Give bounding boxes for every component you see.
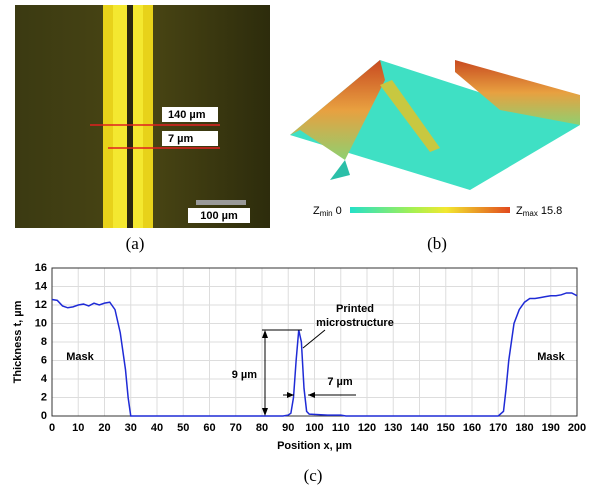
y-tick-label: 8 xyxy=(41,336,47,348)
gap xyxy=(127,5,133,228)
x-tick-label: 190 xyxy=(542,422,560,434)
x-tick-label: 30 xyxy=(125,422,137,434)
x-tick-label: 40 xyxy=(151,422,163,434)
x-tick-label: 110 xyxy=(332,422,350,434)
x-tick-label: 150 xyxy=(437,422,455,434)
panel-label: (b) xyxy=(427,234,447,253)
x-tick-label: 100 xyxy=(305,422,323,434)
scale-label: 100 µm xyxy=(200,210,238,222)
sub: min xyxy=(320,209,333,218)
x-tick-label: 10 xyxy=(72,422,84,434)
x-tick-label: 60 xyxy=(203,422,215,434)
x-tick-label: 160 xyxy=(463,422,481,434)
colorbar xyxy=(350,207,510,213)
y-tick-label: 14 xyxy=(35,280,48,292)
page: 140 µm 7 µm 100 µm (a) Zmin0 Zmax15.8 (b… xyxy=(0,0,593,491)
sub: max xyxy=(523,209,538,218)
annotation: Mask xyxy=(537,351,565,363)
x-tick-label: 170 xyxy=(489,422,507,434)
x-tick-label: 90 xyxy=(282,422,294,434)
y-tick-label: 16 xyxy=(35,262,47,274)
y-tick-label: 2 xyxy=(41,391,47,403)
edge xyxy=(330,160,350,180)
y-tick-label: 0 xyxy=(41,410,47,422)
panel-a: 140 µm 7 µm 100 µm (a) xyxy=(15,5,270,253)
panel-label: (a) xyxy=(126,234,145,253)
y-tick-label: 6 xyxy=(41,354,47,366)
x-tick-label: 200 xyxy=(568,422,586,434)
x-tick-label: 20 xyxy=(98,422,110,434)
measure: 140 µm xyxy=(168,109,206,121)
measure: 7 µm xyxy=(168,133,194,145)
annotation: 7 µm xyxy=(327,376,353,388)
zmin-value: 0 xyxy=(336,205,342,217)
panel-label: (c) xyxy=(304,466,323,485)
x-tick-label: 80 xyxy=(256,422,268,434)
y-axis-label: Thickness t, µm xyxy=(12,300,24,383)
x-tick-label: 70 xyxy=(230,422,242,434)
figure: 140 µm 7 µm 100 µm (a) Zmin0 Zmax15.8 (b… xyxy=(0,0,593,486)
x-tick-label: 0 xyxy=(49,422,55,434)
y-tick-label: 12 xyxy=(35,299,47,311)
annotation: microstructure xyxy=(316,317,394,329)
annotation: Printed xyxy=(336,303,374,315)
annotation: 9 µm xyxy=(232,369,258,381)
x-tick-label: 140 xyxy=(410,422,428,434)
x-tick-label: 120 xyxy=(358,422,376,434)
annotation: Mask xyxy=(66,351,94,363)
x-tick-label: 130 xyxy=(384,422,402,434)
x-axis-label: Position x, µm xyxy=(277,440,352,452)
zmax-value: 15.8 xyxy=(541,205,562,217)
scale-bar xyxy=(196,200,246,205)
x-tick-label: 180 xyxy=(515,422,533,434)
y-tick-label: 4 xyxy=(41,373,48,385)
y-tick-label: 10 xyxy=(35,317,47,329)
x-tick-label: 50 xyxy=(177,422,189,434)
